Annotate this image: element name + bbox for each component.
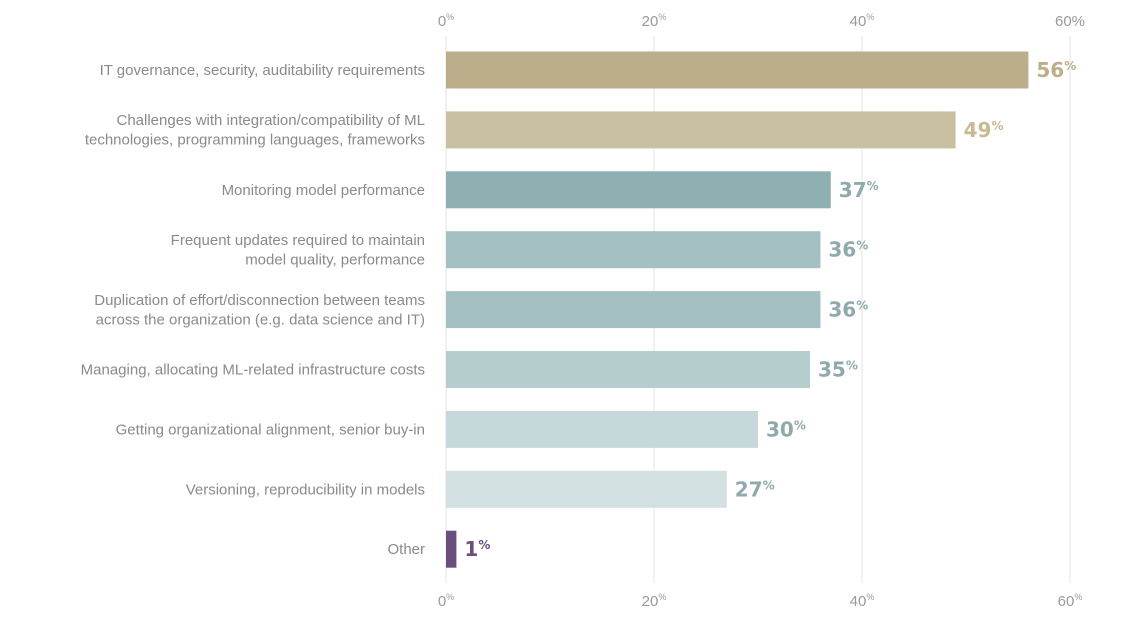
category-label: IT governance, security, auditability re… [100, 62, 425, 79]
bars [446, 51, 1029, 568]
bottom-tick-label: 40% [850, 592, 875, 610]
top-tick-label: 20% [642, 12, 667, 30]
category-label: Challenges with integration/compatibilit… [85, 112, 425, 148]
category-label: Getting organizational alignment, senior… [116, 421, 425, 438]
category-labels: IT governance, security, auditability re… [81, 62, 425, 558]
bar [446, 291, 821, 329]
top-tick-label: 40% [850, 12, 875, 30]
top-tick-label: 60% [1055, 13, 1085, 30]
bottom-tick-label: 60% [1058, 592, 1083, 610]
bottom-tick-label: 20% [642, 592, 667, 610]
category-label: Versioning, reproducibility in models [186, 481, 425, 498]
value-label: 27% [735, 477, 775, 501]
value-label: 49% [964, 118, 1004, 142]
bar [446, 351, 810, 388]
bar [446, 111, 956, 149]
value-label: 35% [818, 358, 858, 382]
category-label: Other [387, 541, 425, 558]
value-label: 37% [839, 178, 879, 202]
bar [446, 51, 1029, 89]
bar [446, 231, 821, 269]
value-labels: 56%49%37%36%36%35%30%27%1% [464, 58, 1076, 561]
value-label: 30% [766, 417, 806, 441]
bar [446, 530, 457, 568]
category-label: Duplication of effort/disconnection betw… [94, 292, 425, 329]
category-label: Managing, allocating ML-related infrastr… [81, 362, 425, 379]
top-tick-label: 0% [438, 12, 454, 30]
value-label: 1% [464, 537, 490, 561]
bar [446, 171, 831, 209]
category-label: Frequent updates required to maintain mod… [171, 232, 425, 269]
category-label: Monitoring model performance [222, 182, 425, 199]
bar [446, 410, 758, 448]
bottom-axis-ticks: 0% 20% 40% 60% [438, 592, 1083, 610]
top-axis-ticks: 0% 20% 40% 60% [438, 12, 1085, 30]
bottom-tick-label: 0% [438, 592, 454, 610]
bar [446, 470, 727, 508]
